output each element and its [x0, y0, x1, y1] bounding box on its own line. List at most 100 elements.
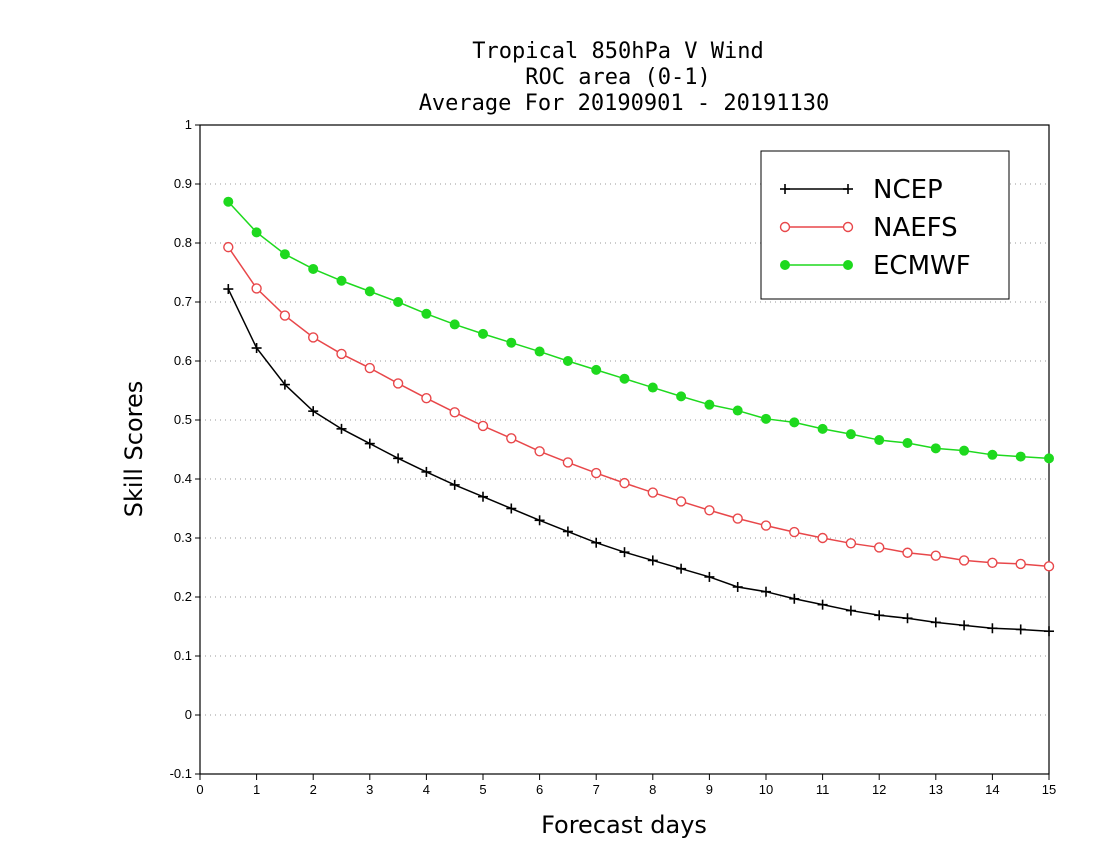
naefs-marker — [336, 348, 347, 360]
legend-ncep-label: NCEP — [873, 175, 943, 205]
x-tick-label: 7 — [593, 782, 600, 797]
axes: -0.100.10.20.30.40.50.60.70.80.910 1 2 3 4 5 6… — [170, 117, 1057, 797]
ecmwf-marker — [789, 417, 800, 428]
ecmwf-marker — [562, 356, 573, 366]
ncep-marker — [732, 581, 743, 592]
x-tick-label: 11 — [816, 782, 830, 797]
y-tick-label: 0.7 — [174, 294, 192, 309]
ecmwf-marker — [308, 263, 319, 274]
x-tick-label: 2 — [310, 782, 317, 797]
naefs-marker — [987, 557, 998, 568]
ncep-marker — [506, 503, 517, 514]
ncep-marker — [1015, 624, 1026, 635]
series-group — [223, 196, 1055, 637]
ncep-marker — [336, 423, 347, 434]
x-tick-label: 6 — [536, 782, 543, 797]
ecmwf-marker — [845, 429, 856, 440]
ecmwf-marker — [449, 319, 460, 330]
naefs-marker — [223, 241, 234, 253]
ncep-marker — [930, 617, 941, 628]
naefs-marker — [817, 532, 828, 544]
y-tick-label: 0.3 — [174, 530, 192, 545]
chart-title: Tropical 850hPa V Wind ROC area (0-1) Av… — [419, 39, 830, 116]
ecmwf-marker — [874, 435, 885, 446]
x-tick-label: 1 — [253, 782, 260, 797]
naefs-marker — [789, 526, 800, 538]
naefs-marker — [845, 538, 857, 549]
ncep-marker — [959, 620, 970, 631]
legend-ncep-marker — [780, 184, 790, 194]
ecmwf-marker — [364, 286, 375, 297]
naefs-marker — [874, 542, 885, 553]
ecmwf-marker — [223, 196, 234, 207]
naefs-marker — [902, 547, 913, 558]
ecmwf-marker — [393, 297, 404, 307]
x-tick-label: 15 — [1042, 782, 1056, 797]
naefs-marker — [392, 378, 404, 389]
naefs-marker — [732, 513, 743, 524]
ncep-marker — [1044, 626, 1054, 637]
ecmwf-marker — [1015, 451, 1026, 462]
ncep-series — [223, 284, 1054, 637]
ncep-marker — [393, 453, 404, 464]
y-tick-label: 1 — [185, 117, 192, 132]
y-tick-label: 0 — [185, 707, 192, 722]
ecmwf-marker — [647, 382, 658, 393]
legend-ecmwf-marker — [780, 260, 790, 270]
ncep-marker — [364, 438, 375, 449]
naefs-marker — [534, 446, 545, 457]
ncep-line — [227, 288, 1050, 632]
legend-item-naefs: NAEFS — [779, 213, 958, 243]
ncep-marker — [817, 599, 828, 610]
ncep-marker — [874, 610, 885, 621]
ncep-marker — [704, 571, 715, 582]
ncep-marker — [845, 605, 856, 616]
ecmwf-marker — [251, 227, 262, 238]
ncep-marker — [534, 515, 545, 526]
x-tick-label: 0 — [196, 782, 203, 797]
x-tick-label: 14 — [985, 782, 999, 797]
ecmwf-marker — [761, 413, 771, 424]
x-axis-label: Forecast days — [541, 811, 707, 839]
legend-box — [760, 150, 1010, 300]
y-tick-label: 0.4 — [174, 471, 192, 486]
legend-naefs-marker — [842, 221, 854, 233]
ecmwf-marker — [959, 445, 970, 456]
naefs-marker — [958, 555, 970, 566]
ecmwf-marker — [1044, 453, 1054, 464]
naefs-marker — [364, 362, 375, 374]
naefs-marker — [704, 505, 715, 516]
legend-item-ecmwf: ECMWF — [780, 251, 971, 281]
x-tick-label: 10 — [759, 782, 773, 797]
ncep-marker — [987, 623, 998, 634]
legend: NCEP NAEFS ECMWF — [760, 150, 1010, 300]
x-tick-label: 9 — [706, 782, 713, 797]
x-tick-label: 8 — [649, 782, 656, 797]
naefs-marker — [647, 487, 658, 498]
x-tick-label: 4 — [423, 782, 430, 797]
naefs-marker — [675, 496, 687, 507]
ecmwf-marker — [902, 438, 913, 449]
legend-naefs-label: NAEFS — [873, 213, 958, 243]
ecmwf-marker — [930, 443, 941, 454]
x-tick-label: 3 — [366, 782, 373, 797]
x-tick-label: 13 — [929, 782, 943, 797]
ecmwf-series — [223, 196, 1054, 464]
naefs-marker — [506, 433, 517, 444]
chart-title-line-3: Average For 20190901 - 20191130 — [419, 91, 830, 116]
ncep-marker — [251, 343, 262, 354]
ecmwf-marker — [676, 391, 687, 402]
ncep-marker — [449, 479, 460, 490]
ecmwf-marker — [421, 308, 432, 319]
legend-ncep-marker — [843, 184, 853, 194]
ecmwf-marker — [732, 405, 743, 416]
y-axis-label: Skill Scores — [120, 381, 148, 518]
y-tick-label: 0.8 — [174, 235, 192, 250]
ncep-marker — [562, 526, 573, 537]
y-tick-label: 0.5 — [174, 412, 192, 427]
ecmwf-marker — [478, 328, 488, 339]
naefs-marker — [619, 477, 630, 489]
ncep-marker — [308, 406, 319, 417]
ecmwf-marker — [506, 337, 517, 348]
ncep-marker — [647, 555, 658, 566]
